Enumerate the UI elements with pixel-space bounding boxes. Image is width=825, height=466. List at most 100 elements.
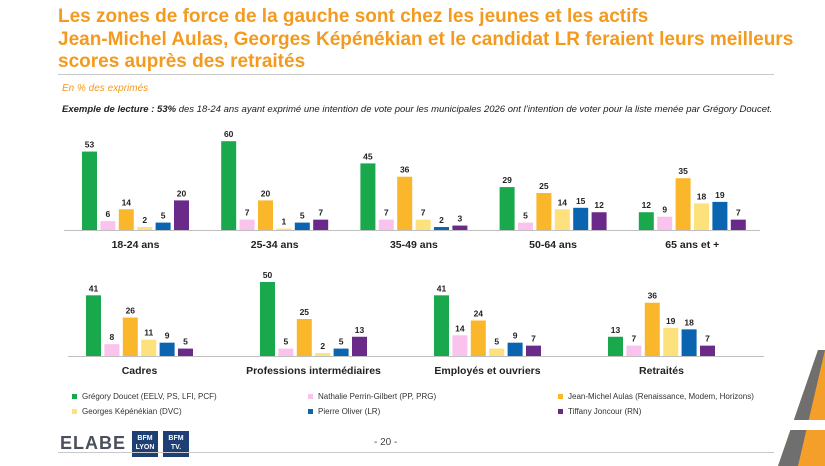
data-label: 7 <box>632 334 637 344</box>
data-label: 1 <box>282 217 287 227</box>
category-label: Employés et ouvriers <box>434 365 540 377</box>
unit-note: En % des exprimés <box>62 83 149 94</box>
bar <box>122 317 138 356</box>
legend-swatch <box>558 394 563 399</box>
bar <box>489 348 505 356</box>
bar <box>141 339 157 356</box>
title-line-1: Les zones de force de la gauche sont che… <box>58 6 649 27</box>
bar <box>137 227 153 230</box>
title-line-3: scores auprès des retraités <box>58 51 306 72</box>
legend-item: Nathalie Perrin-Gilbert (PP, PRG) <box>308 392 436 401</box>
bar <box>278 348 294 356</box>
bar <box>221 141 237 230</box>
bar <box>536 193 552 230</box>
data-label: 7 <box>384 208 389 218</box>
title-line-2: Jean-Michel Aulas, Georges Képénékian et… <box>58 28 794 50</box>
bar <box>155 222 171 230</box>
bar <box>178 348 193 356</box>
data-label: 5 <box>300 211 305 221</box>
bar <box>397 176 413 230</box>
data-label: 9 <box>165 331 170 341</box>
bar <box>644 302 660 356</box>
category-label: 65 ans et + <box>665 239 719 251</box>
data-label: 7 <box>705 334 710 344</box>
bar <box>360 163 376 230</box>
bar <box>118 209 134 230</box>
bar <box>507 342 523 356</box>
bar <box>681 329 697 356</box>
data-label: 60 <box>224 129 234 139</box>
bar <box>352 336 367 356</box>
data-label: 25 <box>539 181 549 191</box>
reading-example: Exemple de lecture : 53% des 18-24 ans a… <box>62 104 774 117</box>
legend-label: Tiffany Joncour (RN) <box>568 407 642 416</box>
bar <box>626 345 642 356</box>
legend-item: Georges Képénékian (DVC) <box>72 407 182 416</box>
data-label: 19 <box>666 316 676 326</box>
data-label: 7 <box>531 334 536 344</box>
legend-swatch <box>308 409 313 414</box>
brand-triangle-icon <box>778 350 825 466</box>
elabe-logo: ELABE <box>60 433 127 453</box>
bar <box>276 228 292 230</box>
data-label: 5 <box>339 337 344 347</box>
data-label: 41 <box>437 283 447 293</box>
legend-swatch <box>308 394 313 399</box>
data-label: 36 <box>648 291 658 301</box>
category-label: Cadres <box>122 365 158 377</box>
data-label: 20 <box>261 188 271 198</box>
bar <box>159 342 175 356</box>
legend-label: Jean-Michel Aulas (Renaissance, Modem, H… <box>568 392 754 401</box>
category-label: 25-34 ans <box>251 239 299 251</box>
data-label: 5 <box>161 211 166 221</box>
bar <box>100 221 116 230</box>
bar <box>239 219 255 230</box>
bar <box>82 151 97 230</box>
legend-label: Nathalie Perrin-Gilbert (PP, PRG) <box>318 392 437 401</box>
bar <box>313 219 329 230</box>
data-label: 29 <box>502 175 512 185</box>
legend-item: Jean-Michel Aulas (Renaissance, Modem, H… <box>558 392 754 401</box>
bar <box>663 327 679 356</box>
data-label: 26 <box>126 306 136 316</box>
data-label: 6 <box>106 209 111 219</box>
data-label: 13 <box>355 325 365 335</box>
data-label: 41 <box>89 283 99 293</box>
data-label: 7 <box>318 208 323 218</box>
data-label: 7 <box>736 208 741 218</box>
bar <box>174 200 189 230</box>
title-divider <box>58 74 774 75</box>
reading-example-text: des 18-24 ans ayant exprimé une intentio… <box>176 104 773 115</box>
legend-swatch <box>558 409 563 414</box>
bar <box>104 344 120 356</box>
legend-label: Georges Képénékian (DVC) <box>82 407 182 416</box>
bfm-tv-logo: BFM TV. <box>163 431 189 457</box>
category-label: Retraités <box>639 365 684 377</box>
data-label: 2 <box>320 341 325 351</box>
category-label: 35-49 ans <box>390 239 438 251</box>
data-label: 50 <box>263 270 273 280</box>
data-label: 5 <box>494 337 499 347</box>
data-label: 13 <box>611 325 621 335</box>
bar <box>434 295 449 356</box>
bar <box>638 212 654 230</box>
data-label: 18 <box>684 317 694 327</box>
bar <box>608 336 623 356</box>
bar <box>415 219 431 230</box>
data-label: 14 <box>455 323 465 333</box>
bar <box>333 348 349 356</box>
legend-swatch <box>72 394 77 399</box>
bar <box>434 227 449 230</box>
data-label: 14 <box>122 197 132 207</box>
data-label: 5 <box>284 337 289 347</box>
bar <box>730 219 746 230</box>
bfm-lyon-logo: BFM LYON <box>132 431 158 457</box>
bar <box>573 207 589 230</box>
data-label: 9 <box>513 331 518 341</box>
data-label: 2 <box>142 215 147 225</box>
data-label: 3 <box>458 214 463 224</box>
bar <box>470 320 486 356</box>
data-label: 25 <box>300 307 310 317</box>
data-label: 5 <box>183 337 188 347</box>
